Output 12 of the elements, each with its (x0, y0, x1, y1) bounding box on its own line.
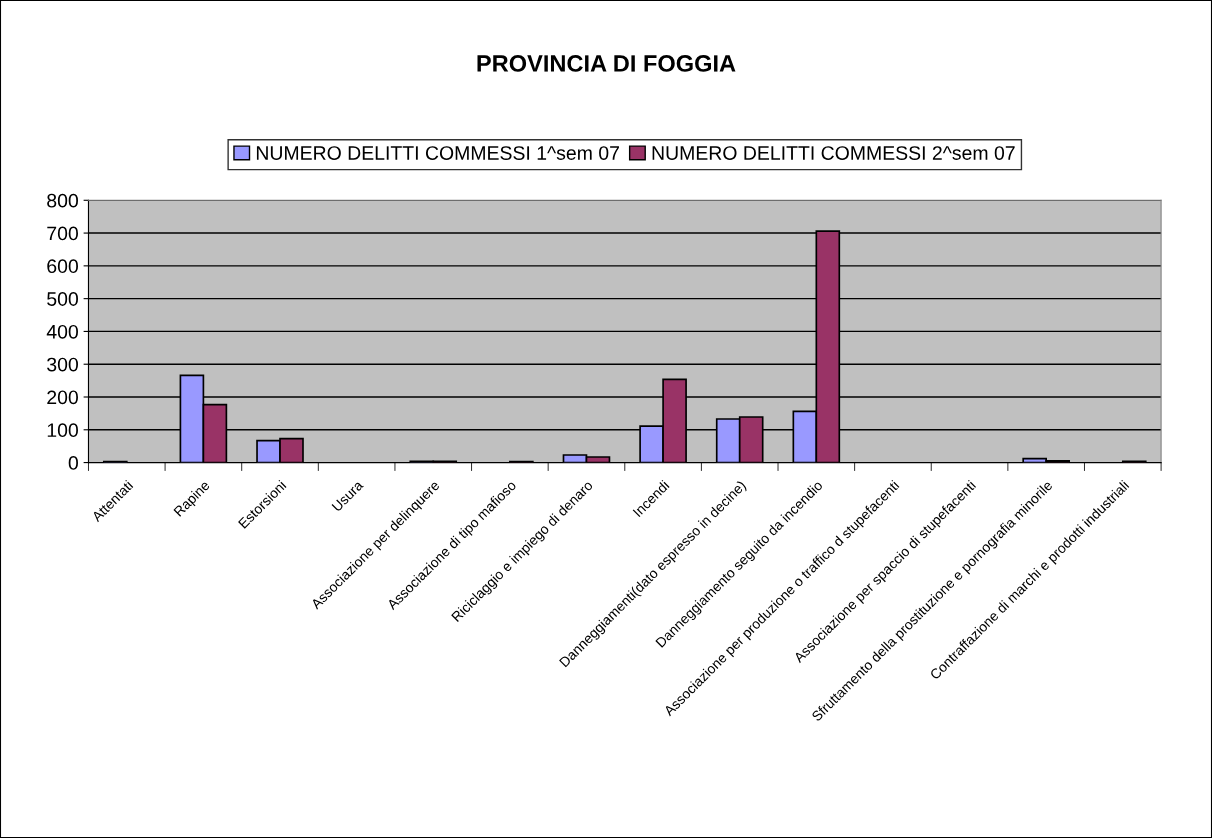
y-tick-label: 400 (46, 324, 78, 339)
y-tick-label: 500 (47, 292, 78, 306)
chart-title: PROVINCIA DI FOGGIA (477, 55, 736, 72)
y-tick-label: 0 (68, 456, 78, 470)
y-tick-label: 700 (47, 226, 78, 241)
y-tick-label: 300 (47, 357, 78, 372)
y-tick-label: 100 (47, 423, 78, 438)
legend-label: NUMERO DELITTI COMMESSI 2^sem 07 (652, 146, 1015, 160)
y-tick-label: 200 (47, 390, 78, 405)
y-tick-label: 600 (47, 259, 78, 274)
legend-label: NUMERO DELITTI COMMESSI 1^sem 07 (256, 146, 619, 160)
y-tick-label: 800 (47, 193, 78, 208)
